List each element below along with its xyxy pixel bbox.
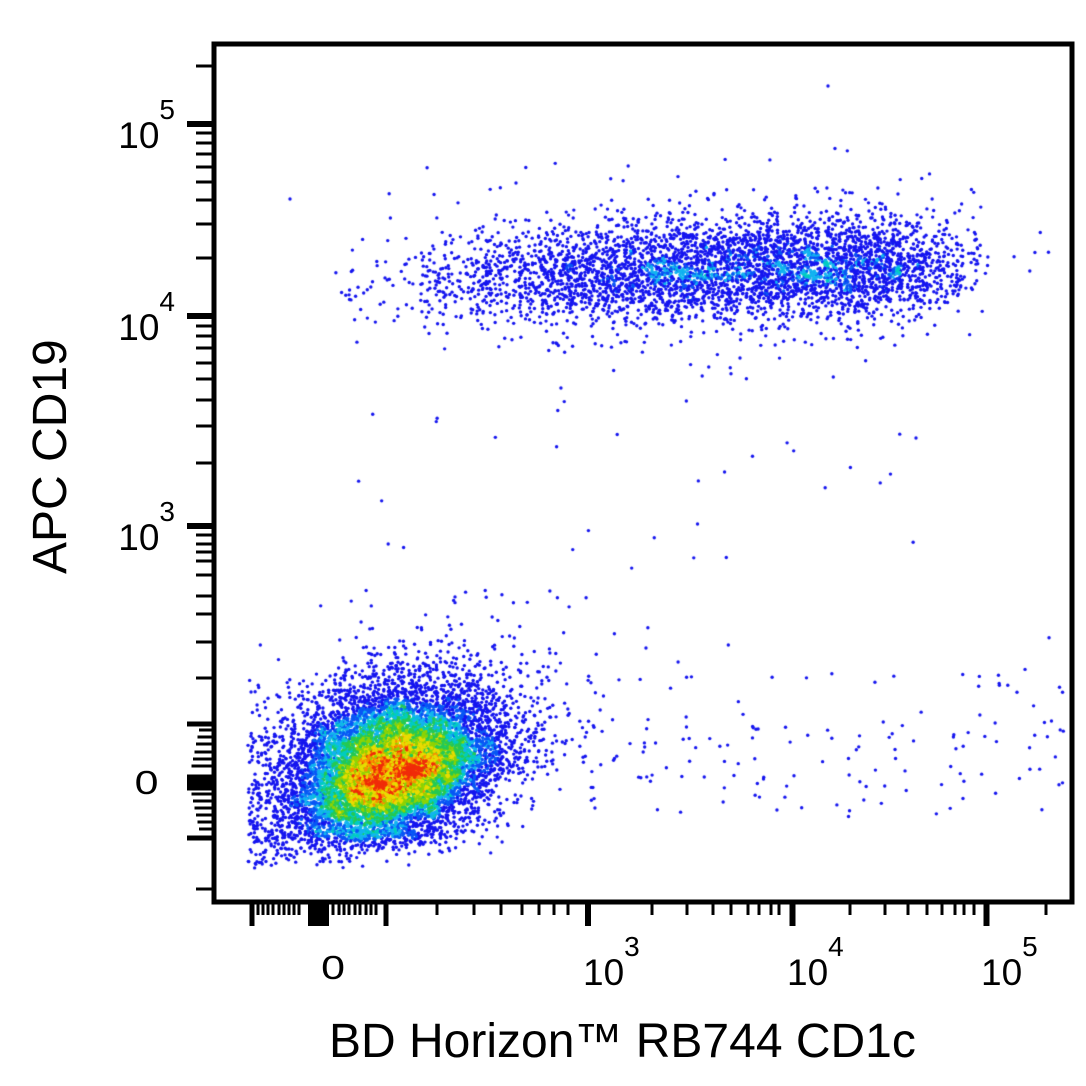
svg-text:BD Horizon™ RB744 CD1c: BD Horizon™ RB744 CD1c [329,1015,916,1068]
svg-text:105: 105 [981,931,1038,993]
svg-text:0: 0 [321,950,345,987]
svg-text:105: 105 [118,94,175,156]
svg-text:104: 104 [787,931,844,993]
svg-text:103: 103 [583,931,640,993]
svg-text:0: 0 [135,765,159,802]
svg-text:103: 103 [118,496,175,558]
svg-text:104: 104 [118,286,175,348]
svg-text:APC CD19: APC CD19 [24,339,77,574]
